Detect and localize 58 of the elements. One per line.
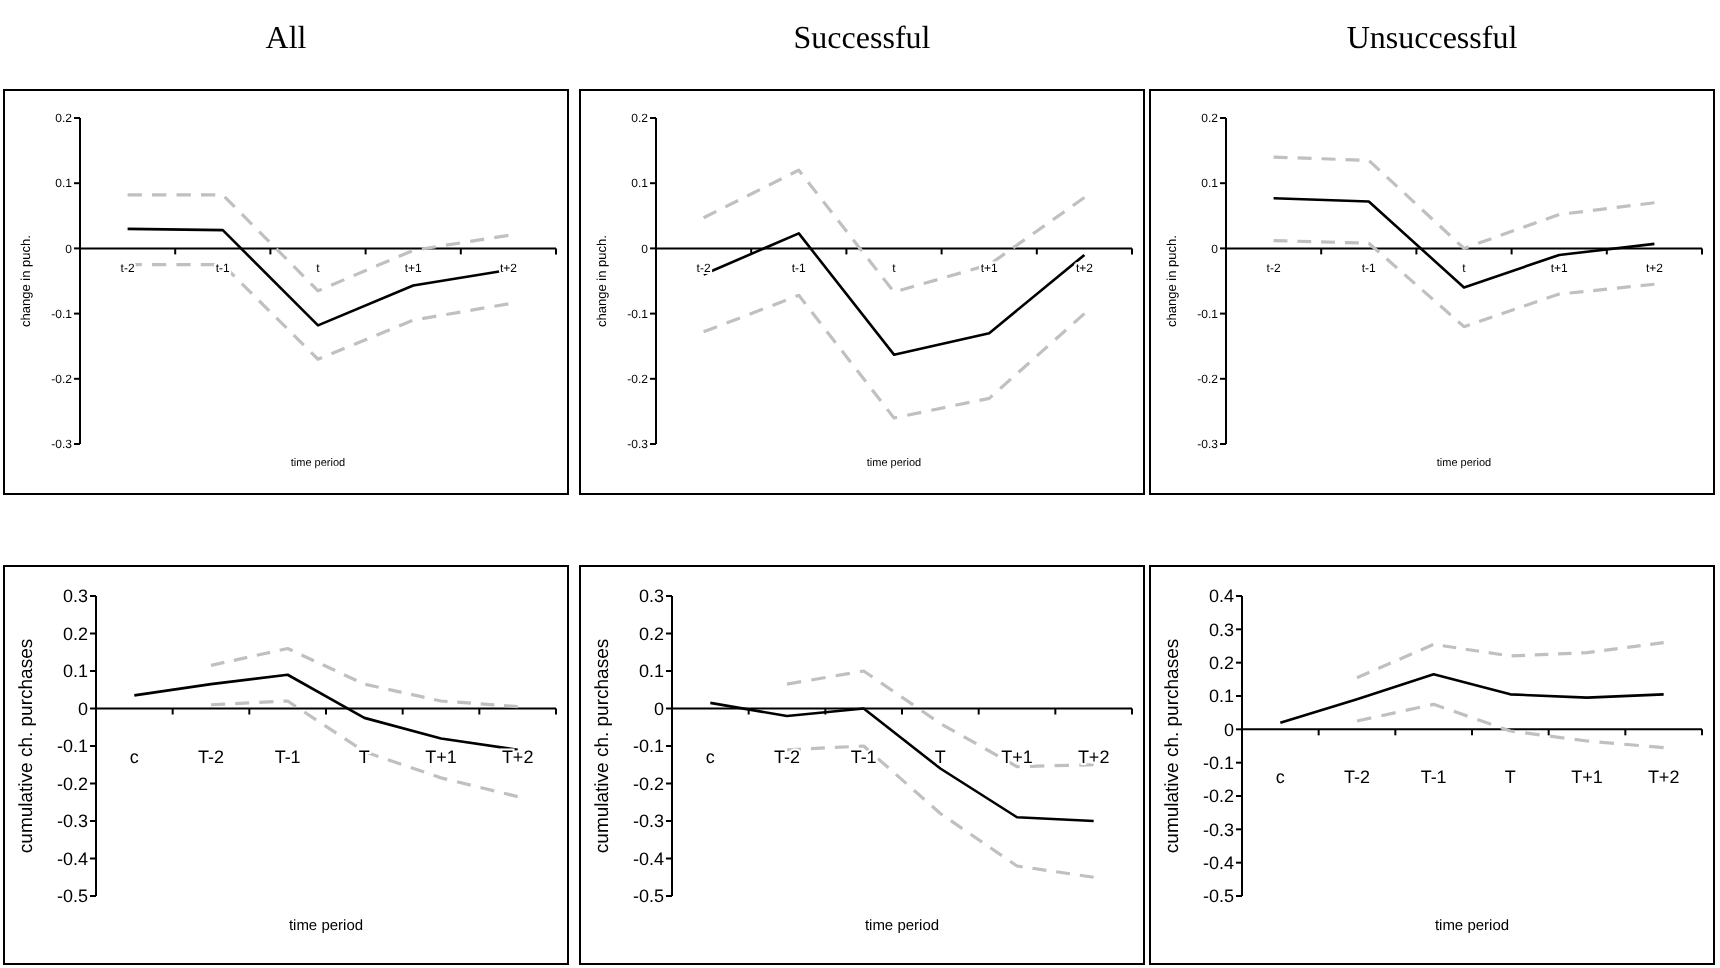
y-tick-label: 0.3 [1208,619,1234,640]
x-tick-label: T [1504,767,1517,788]
y-tick-label: 0.1 [62,661,88,682]
y-tick-label: -0.3 [56,811,88,832]
line-series [1279,673,1665,724]
y-tick-label: -0.3 [632,811,664,832]
y-tick-label: -0.1 [56,736,88,757]
y-tick-label: -0.4 [56,848,88,869]
y-tick-label: -0.1 [1202,752,1234,773]
x-tick-label: T-2 [197,746,225,767]
y-axis-title: cumulative ch. purchases [1162,638,1184,854]
y-tick-label: -0.2 [1202,786,1234,807]
y-tick-label: 0.2 [62,623,88,644]
line-series [1355,641,1666,680]
y-tick-label: -0.1 [632,736,664,757]
chart-title: Unsuccessful [1346,22,1519,56]
y-tick-label: 0 [77,698,88,719]
x-tick-label: T-1 [850,746,877,767]
y-tick-label: 0.2 [1208,652,1234,673]
y-tick-label: -0.5 [632,886,664,907]
y-tick-label: 0.1 [1208,686,1234,707]
x-tick-label: T-2 [1343,767,1371,788]
x-tick-label: T+2 [1077,746,1110,767]
x-tick-label: T-1 [1420,767,1447,788]
line-series [1355,702,1666,750]
y-tick-label: 0.2 [638,623,664,644]
line-series [1272,155,1656,250]
x-tick-label: T-1 [274,746,301,767]
y-tick-label: -0.2 [56,773,88,794]
chart-title: All [265,22,308,56]
x-tick-label: c [705,746,716,767]
line-series [702,293,1086,420]
y-axis-title: cumulative ch. purchases [592,638,614,854]
line-series [209,646,520,709]
x-tick-label: T+1 [1001,746,1033,767]
y-tick-label: -0.2 [632,773,664,794]
x-tick-label: T [358,746,371,767]
y-tick-label: -0.5 [1202,886,1234,907]
x-tick-label: T+1 [1571,767,1603,788]
y-tick-label: -0.3 [1202,819,1234,840]
y-tick-label: 0.1 [638,661,664,682]
x-tick-label: T+1 [425,746,457,767]
y-axis-title: cumulative ch. purchases [16,638,38,854]
y-tick-label: -0.4 [1202,852,1234,873]
y-tick-label: -0.5 [56,886,88,907]
y-tick-label: 0.3 [638,586,664,607]
x-tick-label: T+2 [1647,767,1680,788]
x-tick-label: c [1275,767,1286,788]
chart-title: Successful [793,22,932,56]
y-tick-label: -0.4 [632,848,664,869]
y-tick-label: 0.4 [1208,586,1234,607]
x-tick-label: T [934,746,947,767]
y-tick-label: 0 [653,698,664,719]
x-tick-label: T+2 [501,746,534,767]
x-tick-label: T-2 [773,746,801,767]
y-tick-label: 0 [1223,719,1234,740]
y-tick-label: 0.3 [62,586,88,607]
x-tick-label: c [129,746,140,767]
